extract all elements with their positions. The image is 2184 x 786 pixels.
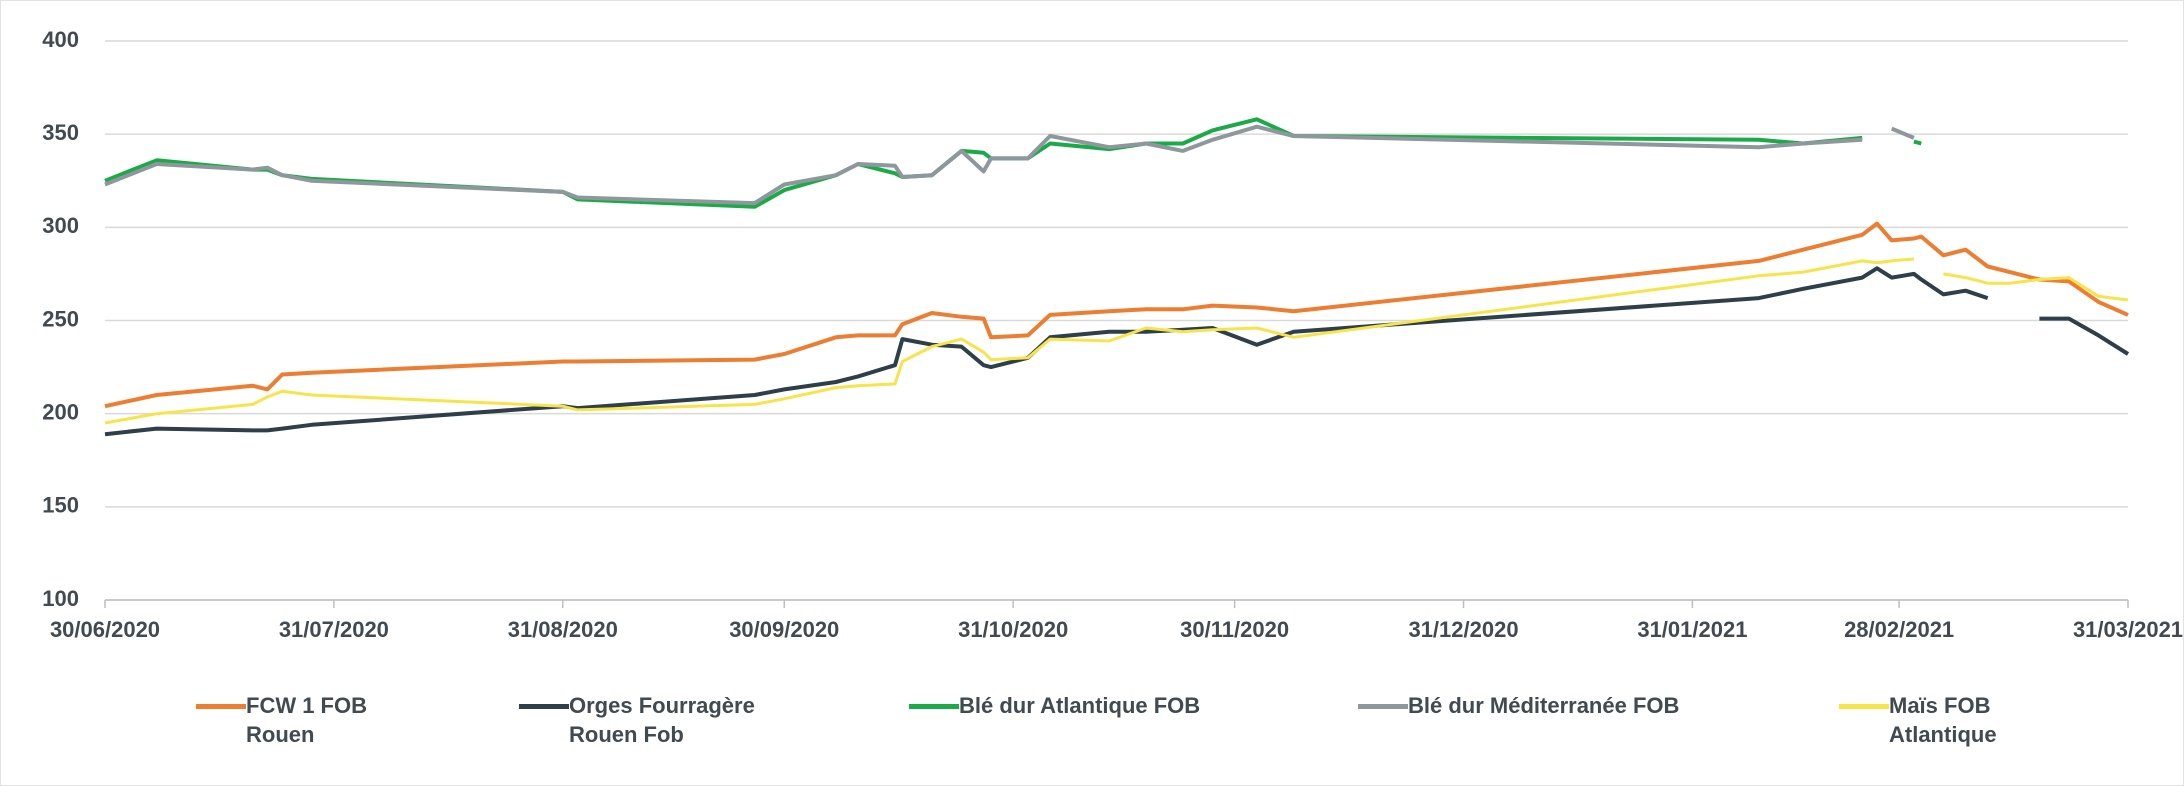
series-line bbox=[104, 117, 1922, 209]
legend-swatch bbox=[519, 704, 569, 709]
legend-label: Blé dur Atlantique FOB bbox=[959, 693, 1201, 718]
x-tick-label: 30/09/2020 bbox=[729, 617, 839, 642]
y-tick-label: 250 bbox=[42, 306, 79, 331]
x-tick-label: 28/02/2021 bbox=[1844, 617, 1954, 642]
legend-label: FCW 1 FOB Rouen bbox=[246, 693, 367, 747]
legend-swatch bbox=[909, 704, 959, 709]
x-tick-label: 31/03/2021 bbox=[2073, 617, 2183, 642]
legend-item: FCW 1 FOB Rouen bbox=[196, 691, 416, 751]
y-tick-label: 300 bbox=[42, 213, 79, 238]
legend-item: Blé dur Méditerranée FOB bbox=[1358, 691, 1738, 751]
y-tick-label: 400 bbox=[42, 27, 79, 52]
legend-item: Maïs FOB Atlantique bbox=[1839, 691, 2049, 751]
series-line bbox=[104, 124, 1915, 206]
legend-swatch bbox=[1358, 704, 1408, 709]
y-tick-label: 150 bbox=[42, 493, 79, 518]
series-line bbox=[104, 266, 2130, 437]
x-tick-label: 31/07/2020 bbox=[279, 617, 389, 642]
x-tick-label: 30/06/2020 bbox=[50, 617, 160, 642]
legend-swatch bbox=[196, 704, 246, 709]
legend-item: Blé dur Atlantique FOB bbox=[909, 691, 1229, 751]
legend-label: Maïs FOB Atlantique bbox=[1889, 693, 1997, 747]
legend-label: Orges Fourragère Rouen Fob bbox=[569, 693, 755, 747]
legend-label: Blé dur Méditerranée FOB bbox=[1408, 693, 1680, 718]
y-tick-label: 350 bbox=[42, 120, 79, 145]
series-line bbox=[104, 221, 2129, 409]
legend-item: Orges Fourragère Rouen Fob bbox=[519, 691, 759, 751]
series-line bbox=[104, 257, 2129, 425]
y-tick-label: 200 bbox=[42, 399, 79, 424]
x-tick-label: 31/01/2021 bbox=[1637, 617, 1747, 642]
x-tick-label: 30/11/2020 bbox=[1180, 617, 1289, 642]
y-tick-label: 100 bbox=[42, 586, 79, 611]
x-tick-label: 31/08/2020 bbox=[508, 617, 618, 642]
x-tick-label: 31/12/2020 bbox=[1408, 617, 1518, 642]
x-tick-label: 31/10/2020 bbox=[958, 617, 1068, 642]
legend-swatch bbox=[1839, 704, 1889, 709]
